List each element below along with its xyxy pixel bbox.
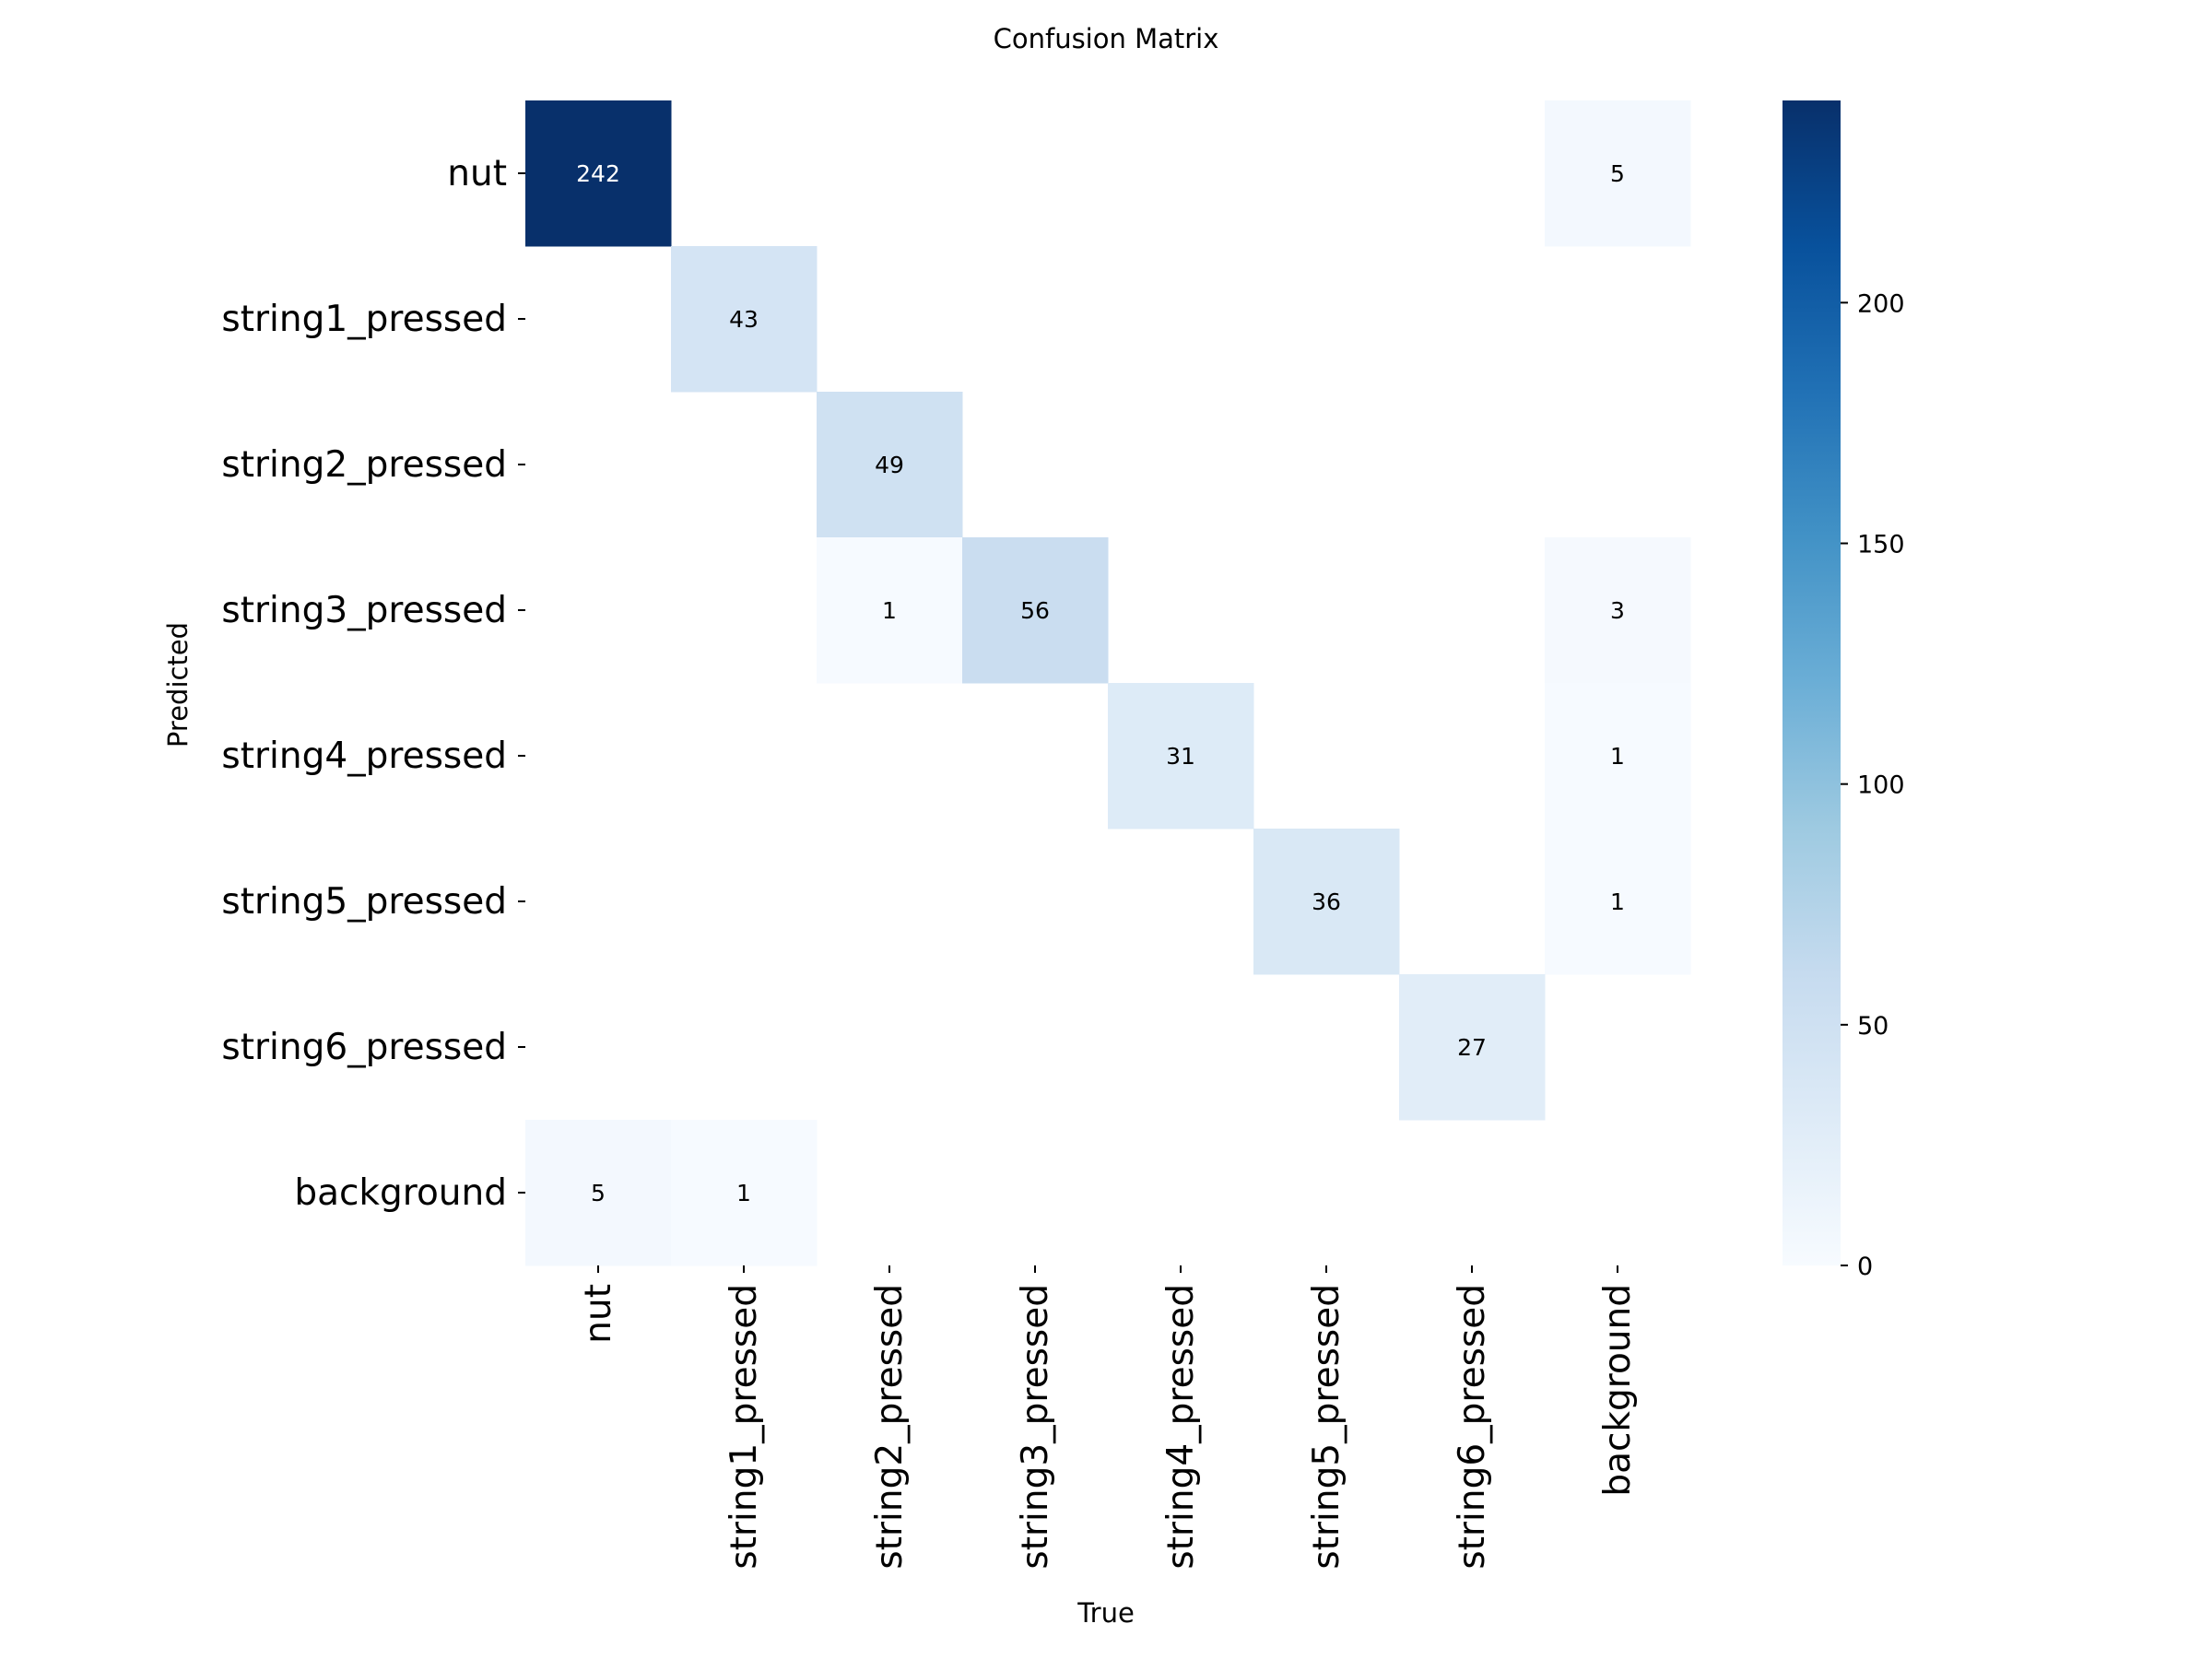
cell-value-label: 242 — [576, 160, 620, 187]
heatmap-cell-string4-pressed-string4-pressed — [1108, 683, 1254, 830]
colorbar-tick-label: 50 — [1857, 1012, 1888, 1041]
heatmap-cell-string3-pressed-background — [1545, 537, 1691, 684]
cell-value-label: 36 — [1312, 888, 1341, 915]
colorbar-tick-label: 0 — [1857, 1253, 1873, 1281]
colorbar-gradient — [1783, 100, 1841, 1265]
heatmap-cells — [525, 100, 1691, 1266]
y-tick-label: nut — [447, 153, 507, 194]
x-tick-label: string3_pressed — [1015, 1284, 1056, 1570]
y-tick-label: string4_pressed — [221, 735, 507, 777]
chart-title: Confusion Matrix — [994, 23, 1219, 54]
heatmap-cell-string5-pressed-background — [1545, 829, 1691, 975]
x-tick-label: string2_pressed — [869, 1284, 911, 1570]
colorbar-tick-label: 200 — [1857, 289, 1905, 318]
x-tick-label: string6_pressed — [1452, 1284, 1493, 1570]
x-axis: nut string1_pressed string2_pressed string3… — [578, 1265, 1639, 1570]
heatmap-cell-string4-pressed-background — [1545, 683, 1691, 830]
cell-value-label: 1 — [882, 597, 897, 624]
y-tick-label: string5_pressed — [221, 881, 507, 923]
colorbar-tick-label: 100 — [1857, 771, 1905, 800]
colorbar: 0 50 100 150 200 — [1783, 100, 1905, 1281]
heatmap-cell-string1-pressed-string1-pressed — [671, 246, 818, 393]
y-axis: nut string1_pressed string2_pressed string3… — [221, 153, 525, 1214]
y-tick-label: string1_pressed — [221, 299, 507, 340]
cell-value-label: 56 — [1020, 597, 1050, 624]
cell-value-label: 5 — [591, 1180, 606, 1206]
x-tick-label: string4_pressed — [1160, 1284, 1202, 1570]
y-axis-title: Predicted — [162, 622, 194, 747]
cell-value-label: 1 — [1610, 743, 1625, 770]
cell-value-label: 3 — [1610, 597, 1625, 624]
cell-value-label: 49 — [875, 452, 904, 478]
y-tick-label: string6_pressed — [221, 1027, 507, 1068]
cell-value-label: 5 — [1610, 160, 1625, 187]
heatmap-cell-string3-pressed-string3-pressed — [962, 537, 1109, 684]
cell-value-label: 31 — [1166, 743, 1195, 770]
heatmap-cell-string3-pressed-string2-pressed — [817, 537, 963, 684]
heatmap-cell-string5-pressed-string5-pressed — [1253, 829, 1400, 975]
cell-value-label: 27 — [1457, 1034, 1487, 1061]
heatmap-cell-string2-pressed-string2-pressed — [817, 392, 963, 538]
y-tick-label: string2_pressed — [221, 444, 507, 486]
cell-value-label: 1 — [1610, 888, 1625, 915]
y-tick-label: background — [294, 1172, 507, 1214]
y-tick-label: string3_pressed — [221, 590, 507, 631]
heatmap-cell-labels: 242 5 43 49 1 56 3 31 1 36 1 27 5 1 — [576, 160, 1625, 1206]
x-tick-label: nut — [578, 1284, 619, 1344]
heatmap-cell-string6-pressed-string6-pressed — [1399, 974, 1546, 1121]
heatmap-cell-nut-nut — [525, 100, 672, 247]
cell-value-label: 1 — [736, 1180, 751, 1206]
colorbar-tick-label: 150 — [1857, 531, 1905, 559]
heatmap-cell-background-nut — [525, 1120, 672, 1266]
x-tick-label: background — [1597, 1284, 1639, 1497]
cell-value-label: 43 — [729, 306, 759, 333]
heatmap-cell-nut-background — [1545, 100, 1691, 247]
heatmap-cell-background-string1-pressed — [671, 1120, 818, 1266]
x-tick-label: string5_pressed — [1306, 1284, 1347, 1570]
x-axis-title: True — [1077, 1597, 1135, 1629]
x-tick-label: string1_pressed — [724, 1284, 765, 1570]
